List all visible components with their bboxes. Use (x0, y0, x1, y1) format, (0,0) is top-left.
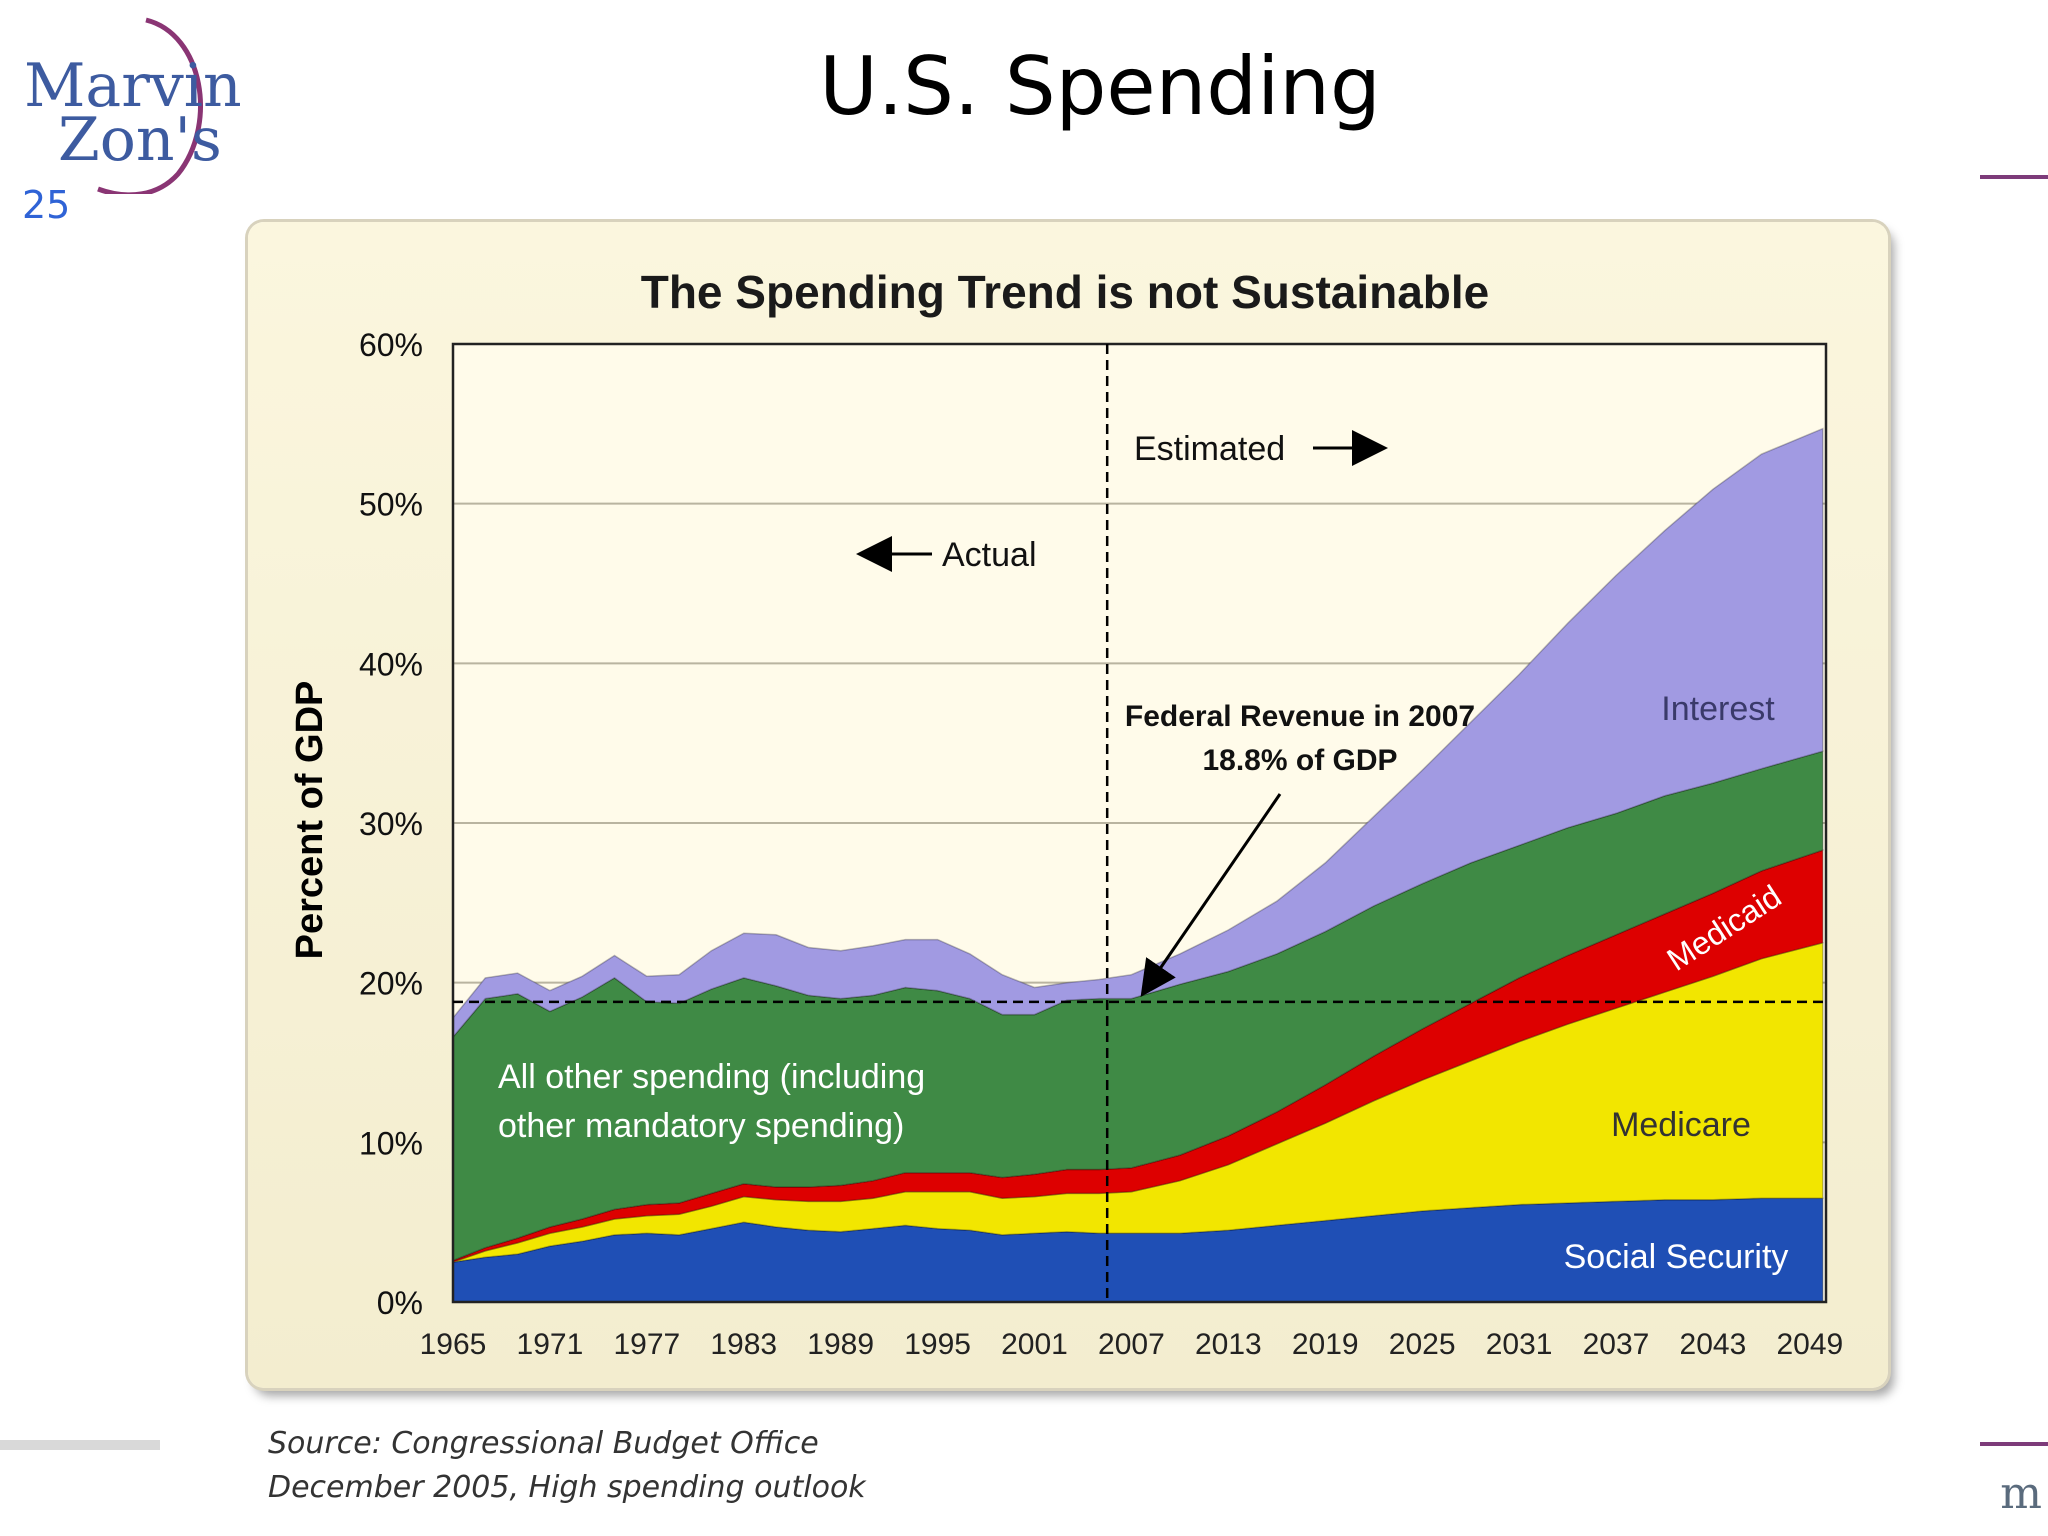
edge-text: m (2000, 1468, 2042, 1519)
x-tick-label: 2031 (1486, 1328, 1553, 1361)
actual-label: Actual (942, 536, 1037, 574)
y-tick-label: 60% (359, 327, 423, 363)
x-tick-label: 1971 (517, 1328, 584, 1361)
other-spending-label-line2: other mandatory spending) (498, 1107, 904, 1145)
x-tick-label: 2019 (1292, 1328, 1359, 1361)
actual-annotation: Actual (856, 536, 1037, 574)
revenue-annotation: Federal Revenue in 2007 18.8% of GDP (1125, 700, 1475, 997)
decorative-line-top (1980, 175, 2048, 179)
slide-number: 25 (22, 183, 71, 227)
logo: Marvin Zon's (18, 14, 248, 194)
interest-label: Interest (1661, 690, 1775, 728)
x-tick-label: 2007 (1098, 1328, 1165, 1361)
x-tick-label: 2043 (1680, 1328, 1747, 1361)
estimated-label: Estimated (1134, 430, 1285, 468)
x-tick-label: 2037 (1583, 1328, 1650, 1361)
other-spending-label-line1: All other spending (including (498, 1058, 925, 1096)
social-security-label: Social Security (1564, 1238, 1789, 1276)
x-tick-label: 1977 (613, 1328, 680, 1361)
y-tick-label: 0% (377, 1285, 423, 1321)
x-tick-label: 1983 (710, 1328, 777, 1361)
y-tick-label: 20% (359, 966, 423, 1002)
estimated-annotation: Estimated (1134, 430, 1388, 468)
y-axis-label: Percent of GDP (289, 681, 331, 960)
slide-title: U.S. Spending (819, 40, 1381, 133)
y-tick-label: 10% (359, 1125, 423, 1161)
logo-swoosh-icon (97, 17, 203, 194)
logo-line1: Marvin (24, 51, 242, 121)
plot-frame (451, 342, 1828, 1304)
revenue-label-line2: 18.8% of GDP (1202, 744, 1397, 777)
medicare-label: Medicare (1611, 1106, 1751, 1144)
source-note: Source: Congressional Budget Office Dece… (268, 1422, 866, 1510)
x-tick-label: 2049 (1776, 1328, 1843, 1361)
revenue-label-line1: Federal Revenue in 2007 (1125, 700, 1475, 733)
x-tick-label: 1995 (904, 1328, 971, 1361)
source-line2: December 2005, High spending outlook (268, 1470, 866, 1505)
x-tick-label: 2013 (1195, 1328, 1262, 1361)
decorative-line-bottom (1980, 1442, 2048, 1446)
x-tick-label: 1965 (420, 1328, 487, 1361)
y-tick-label: 40% (359, 646, 423, 682)
y-tick-label: 50% (359, 487, 423, 523)
area-interest (452, 427, 1824, 1040)
chart-title: The Spending Trend is not Sustainable (641, 266, 1490, 318)
y-tick-label: 30% (359, 806, 423, 842)
x-tick-label: 2025 (1389, 1328, 1456, 1361)
logo-line2: Zon's (58, 105, 222, 175)
x-tick-label: 2001 (1001, 1328, 1068, 1361)
decorative-gray-bar (0, 1440, 160, 1450)
x-tick-label: 1989 (807, 1328, 874, 1361)
source-line1: Source: Congressional Budget Office (268, 1426, 819, 1461)
